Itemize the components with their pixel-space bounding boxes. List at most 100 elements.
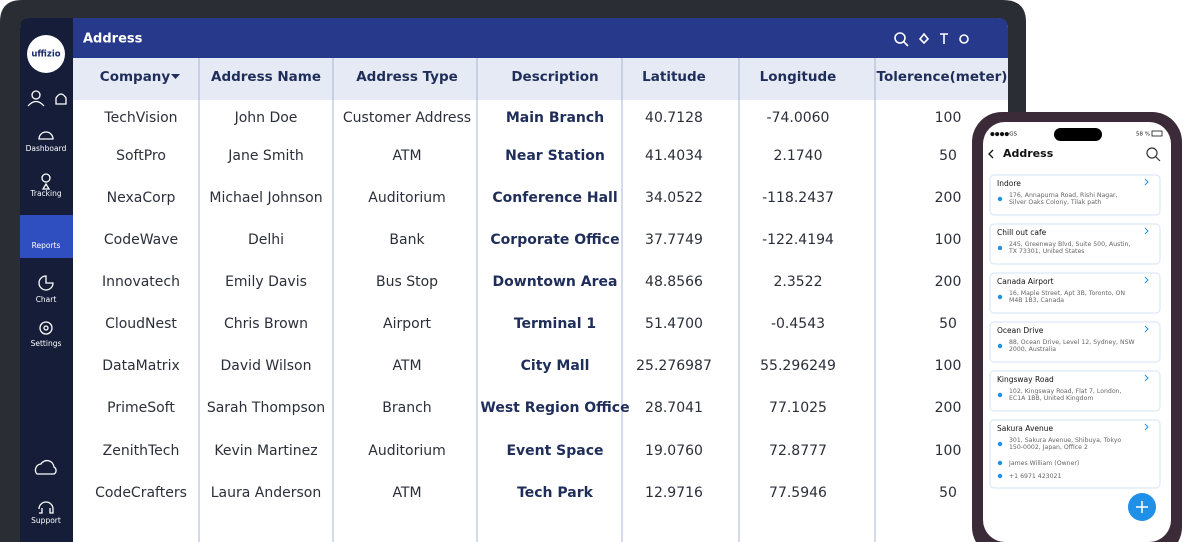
table-cell: Michael Johnson: [209, 190, 322, 206]
table-cell: 200: [935, 190, 962, 206]
address-card[interactable]: [989, 223, 1161, 265]
card-name: Chill out cafe: [997, 228, 1047, 237]
owner-icon: [997, 460, 1003, 466]
sidebar-label[interactable]: Tracking: [29, 189, 61, 198]
table-cell: ATM: [392, 485, 421, 501]
table-cell: Downtown Area: [493, 274, 618, 290]
table-cell: 50: [939, 148, 957, 164]
column-header[interactable]: Address Type: [356, 69, 458, 85]
table-cell: 77.1025: [769, 400, 827, 416]
pin-icon: [997, 441, 1003, 447]
column-header[interactable]: Tolerence(meter): [877, 69, 1008, 85]
chevron: [1144, 276, 1149, 284]
chevron: [1144, 227, 1149, 235]
address-card[interactable]: [989, 419, 1161, 489]
table-cell: 77.5946: [769, 485, 827, 501]
back-icon[interactable]: [988, 149, 994, 159]
table-cell: Chris Brown: [224, 316, 308, 332]
table-cell: TechVision: [103, 110, 177, 126]
address-card[interactable]: [989, 174, 1161, 216]
pin-icon: [997, 294, 1003, 300]
phone-title: Address: [1003, 147, 1054, 160]
logo: uffizio: [31, 50, 60, 60]
phone-icon: [997, 473, 1003, 479]
table-cell: 48.8566: [645, 274, 703, 290]
table-cell: NexaCorp: [107, 190, 176, 206]
table-cell: PrimeSoft: [107, 400, 175, 416]
table-cell: 34.0522: [645, 190, 703, 206]
address-card[interactable]: [989, 272, 1161, 314]
table-cell: Airport: [383, 316, 431, 332]
table-cell: ATM: [392, 358, 421, 374]
tablet-screen: [20, 18, 1008, 542]
table-cell: 100: [935, 232, 962, 248]
table-cell: 51.4700: [645, 316, 703, 332]
table-cell: Corporate Office: [490, 232, 619, 248]
table-cell: CodeWave: [104, 232, 178, 248]
card-address: Silver Oaks Colony, Tilak path: [1009, 199, 1101, 206]
table-cell: 25.276987: [636, 358, 712, 374]
table-cell: Kevin Martinez: [214, 443, 317, 459]
card-address: 102, Kingsway Road, Flat 7, London,: [1009, 388, 1122, 395]
card-address: 2000, Australia: [1009, 346, 1056, 353]
card-phone: +1 6971 423021: [1009, 473, 1061, 480]
address-card[interactable]: [989, 321, 1161, 363]
table-cell: Emily Davis: [225, 274, 307, 290]
table-cell: Laura Anderson: [211, 485, 321, 501]
add-icon: [1136, 501, 1148, 513]
sort-arrow[interactable]: [171, 74, 180, 79]
phone-search[interactable]: [1146, 147, 1161, 162]
table-cell: Near Station: [505, 148, 605, 164]
card-address: 150-0002, Japan, Office 2: [1009, 444, 1088, 451]
sidebar-label[interactable]: Chart: [36, 295, 57, 304]
sidebar-icons[interactable]: [27, 90, 67, 514]
column-header[interactable]: Company: [100, 69, 171, 85]
battery: 58 %: [1136, 132, 1150, 138]
table-cell: ZenithTech: [103, 443, 180, 459]
table-cell: John Doe: [234, 110, 298, 126]
table-cell: 40.7128: [645, 110, 703, 126]
table-cell: 2.3522: [774, 274, 823, 290]
card-name: Kingsway Road: [997, 375, 1054, 384]
card-address: 301, Sakura Avenue, Shibuya, Tokyo: [1009, 437, 1121, 444]
sidebar-label[interactable]: Dashboard: [26, 144, 67, 153]
card-address: EC1A 1BB, United Kingdom: [1009, 395, 1093, 402]
column-header[interactable]: Longitude: [760, 69, 837, 85]
column-header[interactable]: Description: [511, 69, 598, 85]
table-cell: -122.4194: [762, 232, 834, 248]
header-bar: [73, 18, 1008, 58]
pin-icon: [997, 196, 1003, 202]
table-cell: Event Space: [506, 443, 603, 459]
chevron: [1144, 374, 1149, 382]
card-address: 16, Maple Street, Apt 3B, Toronto, ON: [1009, 290, 1125, 297]
table-cell: West Region Office: [480, 400, 629, 416]
table-cell: Conference Hall: [492, 190, 617, 206]
column-header[interactable]: Address Name: [211, 69, 321, 85]
pin-icon: [997, 392, 1003, 398]
table-header: [73, 58, 1008, 100]
sidebar-label[interactable]: Settings: [31, 339, 62, 348]
address-card[interactable]: [989, 370, 1161, 412]
table-cell: -0.4543: [771, 316, 825, 332]
table-cell: 55.296249: [760, 358, 836, 374]
table-cell: -74.0060: [767, 110, 830, 126]
battery-icon: [1151, 130, 1163, 137]
sidebar-active: [20, 215, 73, 258]
table-cell: Terminal 1: [514, 316, 596, 332]
card-name: Sakura Avenue: [997, 424, 1054, 433]
table-cell: CloudNest: [105, 316, 177, 332]
card-address: TX 73301, United States: [1008, 248, 1085, 255]
table-cell: Auditorium: [368, 190, 445, 206]
dynamic-island: [1054, 128, 1102, 141]
column-header[interactable]: Latitude: [642, 69, 706, 85]
header-icons[interactable]: [894, 32, 969, 47]
table-cell: Sarah Thompson: [207, 400, 325, 416]
table-cell: Bank: [389, 232, 425, 248]
table-cell: 200: [935, 400, 962, 416]
sidebar-label[interactable]: Reports: [32, 241, 61, 250]
table-cell: 41.4034: [645, 148, 703, 164]
card-name: Ocean Drive: [997, 326, 1044, 335]
sidebar-label[interactable]: Support: [31, 516, 61, 525]
table-cell: Innovatech: [102, 274, 180, 290]
table-cell: 100: [935, 110, 962, 126]
